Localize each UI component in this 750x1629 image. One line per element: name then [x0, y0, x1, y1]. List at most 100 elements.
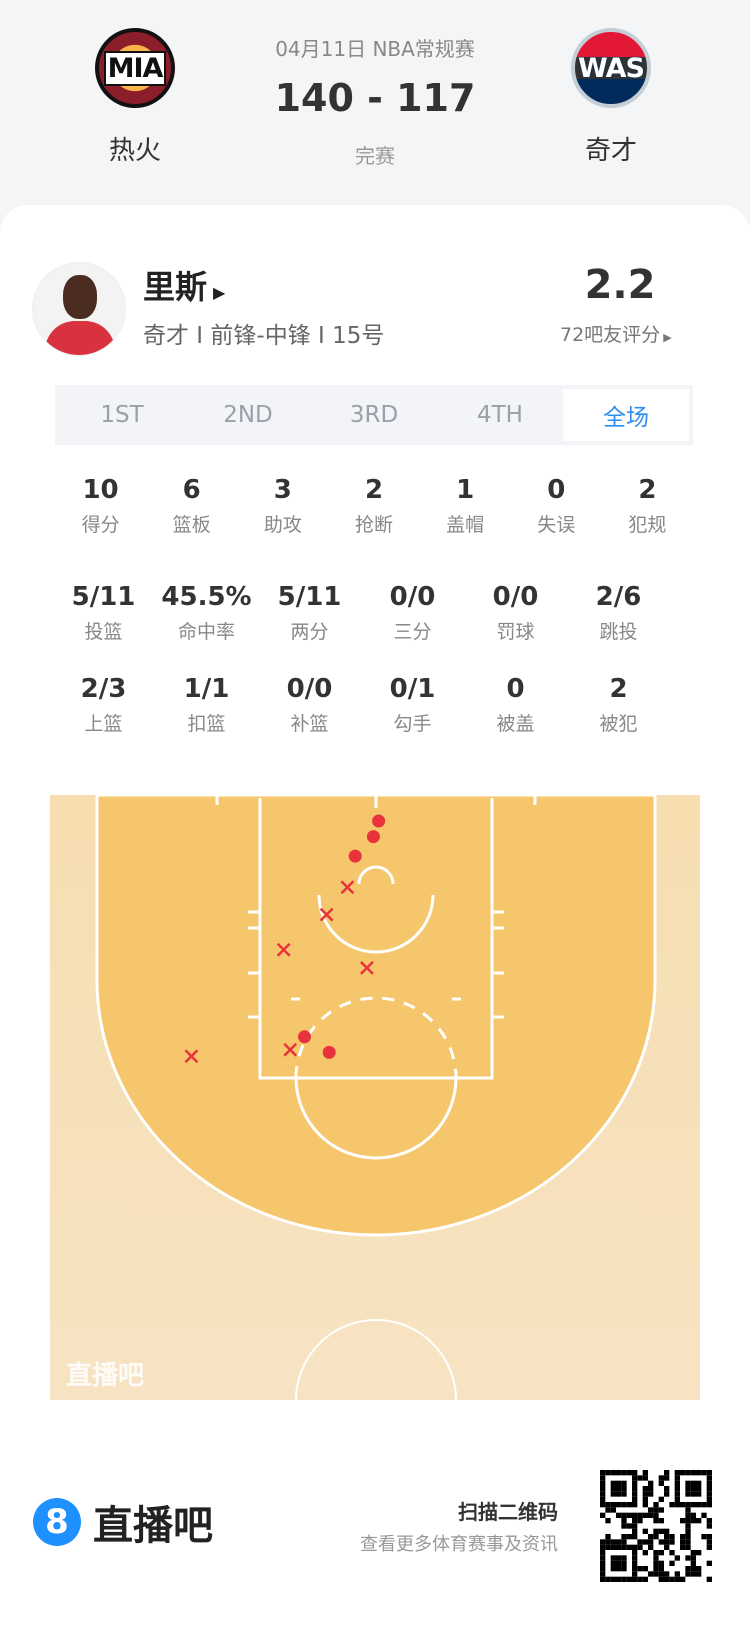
- made-shot-marker: [298, 1030, 311, 1044]
- missed-shot-marker: [184, 1049, 199, 1064]
- stat-item: 6 篮板: [146, 472, 237, 537]
- tab-1st[interactable]: 1ST: [100, 402, 144, 428]
- stat-item: 2 被犯: [567, 671, 670, 736]
- stat-label: 篮板: [172, 514, 211, 536]
- stat-value: 10: [82, 475, 119, 505]
- missed-shot-marker: [283, 1042, 298, 1057]
- stat-value: 1/1: [183, 674, 230, 704]
- stat-value: 2: [364, 475, 384, 505]
- player-avatar[interactable]: [32, 262, 126, 356]
- stat-item: 2/3 上篮: [52, 671, 155, 736]
- stat-label: 抢断: [354, 514, 393, 536]
- stat-item: 2/6 跳投: [567, 579, 670, 644]
- stat-label: 勾手: [393, 713, 432, 735]
- stat-value: 0: [547, 475, 566, 505]
- caret-right-icon: ▶: [213, 283, 226, 302]
- three-point-area: [95, 795, 657, 1237]
- stat-label: 扣篮: [187, 713, 226, 735]
- stat-label: 被犯: [599, 713, 638, 735]
- away-team-name[interactable]: 奇才: [584, 136, 637, 166]
- tab-2nd[interactable]: 2ND: [223, 402, 273, 428]
- match-status: 完赛: [355, 144, 395, 168]
- made-shot-marker: [348, 849, 362, 863]
- stat-value: 45.5%: [161, 582, 252, 612]
- home-team-name[interactable]: 热火: [108, 136, 161, 166]
- stats-row-shot-types: 2/3 上篮 1/1 扣篮 0/0 补篮 0/1 勾手 0 被盖 2 被犯: [52, 671, 670, 736]
- stat-item: 0/1 勾手: [361, 671, 464, 736]
- tab-4th[interactable]: 4TH: [477, 402, 523, 428]
- stat-item: 0/0 三分: [361, 579, 464, 644]
- stat-value: 5/11: [71, 582, 136, 612]
- missed-shot-marker: [276, 942, 291, 957]
- stat-value: 3: [273, 475, 292, 505]
- court-lines: [215, 795, 537, 1400]
- stat-value: 2: [638, 475, 657, 505]
- stat-value: 0/0: [286, 674, 333, 704]
- tab-3rd[interactable]: 3RD: [349, 402, 399, 428]
- period-tabs: 1ST 2ND 3RD 4TH 全场: [55, 385, 693, 445]
- brand-icon: 8: [33, 1498, 81, 1546]
- qr-title: 扫描二维码: [458, 1500, 558, 1524]
- stat-item: 0/0 罚球: [464, 579, 567, 644]
- stats-row-basic: 10 得分 6 篮板 3 助攻 2 抢断 1 盖帽 0 失误 2 犯规: [55, 472, 693, 537]
- made-shot-marker: [322, 1045, 336, 1059]
- home-team-logo[interactable]: MIA: [95, 28, 175, 108]
- stat-item: 5/11 两分: [258, 579, 361, 644]
- stat-label: 投篮: [84, 621, 123, 643]
- tab-full-game[interactable]: 全场: [563, 389, 689, 441]
- player-rating: 2.2: [584, 262, 656, 308]
- stat-item: 0/0 补篮: [258, 671, 361, 736]
- stat-value: 2: [609, 674, 628, 704]
- stat-label: 跳投: [599, 621, 638, 643]
- stat-value: 0: [506, 674, 525, 704]
- stat-value: 5/11: [277, 582, 342, 612]
- stat-label: 盖帽: [446, 514, 485, 536]
- stat-value: 0/1: [389, 674, 436, 704]
- match-score: 140 - 117: [274, 76, 476, 120]
- player-name-link[interactable]: 里斯 ▶: [143, 268, 226, 306]
- match-date-league: 04月11日 NBA常规赛: [275, 37, 475, 61]
- stat-label: 命中率: [177, 621, 235, 643]
- stat-item: 10 得分: [55, 472, 146, 537]
- stat-label: 失误: [537, 514, 576, 536]
- stat-label: 犯规: [628, 514, 667, 536]
- shot-chart: 直播吧: [50, 795, 700, 1400]
- made-shot-marker: [366, 830, 380, 844]
- missed-shot-marker: [319, 907, 334, 922]
- stats-row-shooting: 5/11 投篮 45.5% 命中率 5/11 两分 0/0 三分 0/0 罚球 2/6 跳投: [52, 579, 670, 644]
- stat-item: 2 犯规: [602, 472, 693, 537]
- stat-label: 补篮: [290, 713, 329, 735]
- watermark: 直播吧: [66, 1361, 144, 1391]
- stat-item: 0 被盖: [464, 671, 567, 736]
- player-info: 奇才 I 前锋-中锋 I 15号: [143, 323, 385, 349]
- stat-label: 两分: [290, 621, 329, 643]
- stat-label: 被盖: [496, 713, 535, 735]
- stat-value: 0/0: [492, 582, 539, 612]
- stat-item: 1 盖帽: [420, 472, 511, 537]
- stat-value: 2/3: [80, 674, 127, 704]
- stat-item: 3 助攻: [237, 472, 328, 537]
- stat-item: 0 失误: [511, 472, 602, 537]
- stat-value: 1: [456, 475, 475, 505]
- stat-label: 三分: [393, 621, 432, 643]
- stat-item: 5/11 投篮: [52, 579, 155, 644]
- stat-value: 2/6: [595, 582, 642, 612]
- brand-logo[interactable]: 8 直播吧: [33, 1493, 213, 1551]
- qr-code: [600, 1470, 712, 1582]
- stat-item: 1/1 扣篮: [155, 671, 258, 736]
- caret-right-icon: ▶: [663, 331, 672, 344]
- away-team-logo[interactable]: WAS: [571, 28, 651, 108]
- qr-subtitle: 查看更多体育赛事及资讯: [360, 1534, 558, 1555]
- made-shot-marker: [372, 814, 386, 828]
- stat-item: 2 抢断: [328, 472, 419, 537]
- stat-value: 6: [182, 475, 201, 505]
- rating-link[interactable]: 72吧友评分 ▶: [560, 324, 672, 346]
- stat-value: 0/0: [389, 582, 436, 612]
- stat-label: 罚球: [496, 621, 535, 643]
- missed-shot-marker: [340, 880, 355, 895]
- stat-item: 45.5% 命中率: [155, 579, 258, 644]
- stat-label: 上篮: [84, 713, 123, 735]
- stat-label: 得分: [81, 514, 120, 536]
- missed-shot-marker: [360, 961, 374, 975]
- stat-label: 助攻: [263, 514, 302, 536]
